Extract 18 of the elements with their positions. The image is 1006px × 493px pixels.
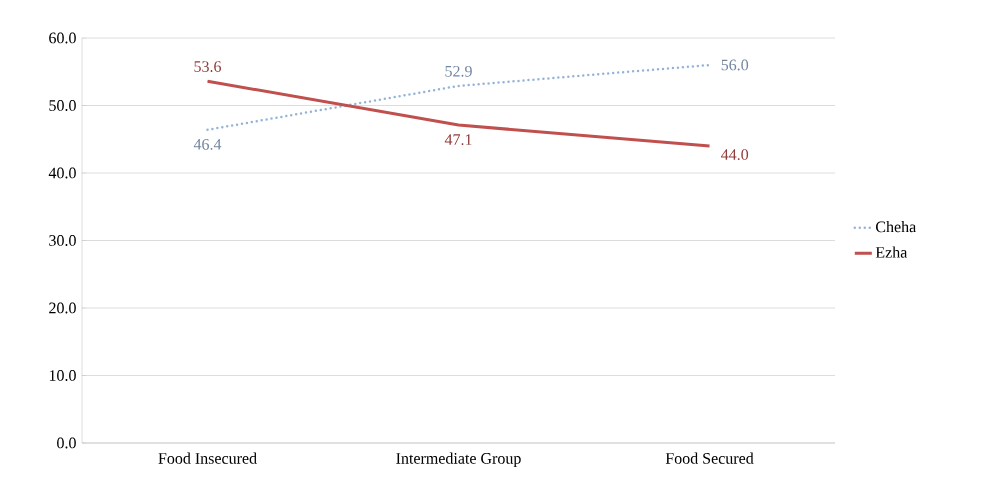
data-label: 47.1 xyxy=(444,134,472,146)
legend-label: Cheha xyxy=(876,221,916,233)
y-tick-label: 20.0 xyxy=(49,302,76,314)
y-tick-label: 50.0 xyxy=(49,100,76,111)
y-tick-label: 0.0 xyxy=(57,437,76,449)
y-tick-label: 40.0 xyxy=(48,167,76,179)
y-tick-label: 60.0 xyxy=(49,32,76,44)
data-label: 46.4 xyxy=(193,139,222,150)
data-label: 52.9 xyxy=(445,65,472,77)
x-tick-label: Food Insecured xyxy=(158,452,257,464)
y-tick-label: 30.0 xyxy=(49,235,76,246)
data-label: 44.0 xyxy=(721,149,749,161)
x-tick-label: Food Secured xyxy=(665,452,754,464)
legend-label: Ezha xyxy=(875,246,908,258)
data-label: 56.0 xyxy=(721,59,749,71)
data-label: 53.6 xyxy=(194,61,222,72)
y-tick-label: 10.0 xyxy=(49,370,76,381)
x-tick-label: Intermediate Group xyxy=(396,452,521,468)
